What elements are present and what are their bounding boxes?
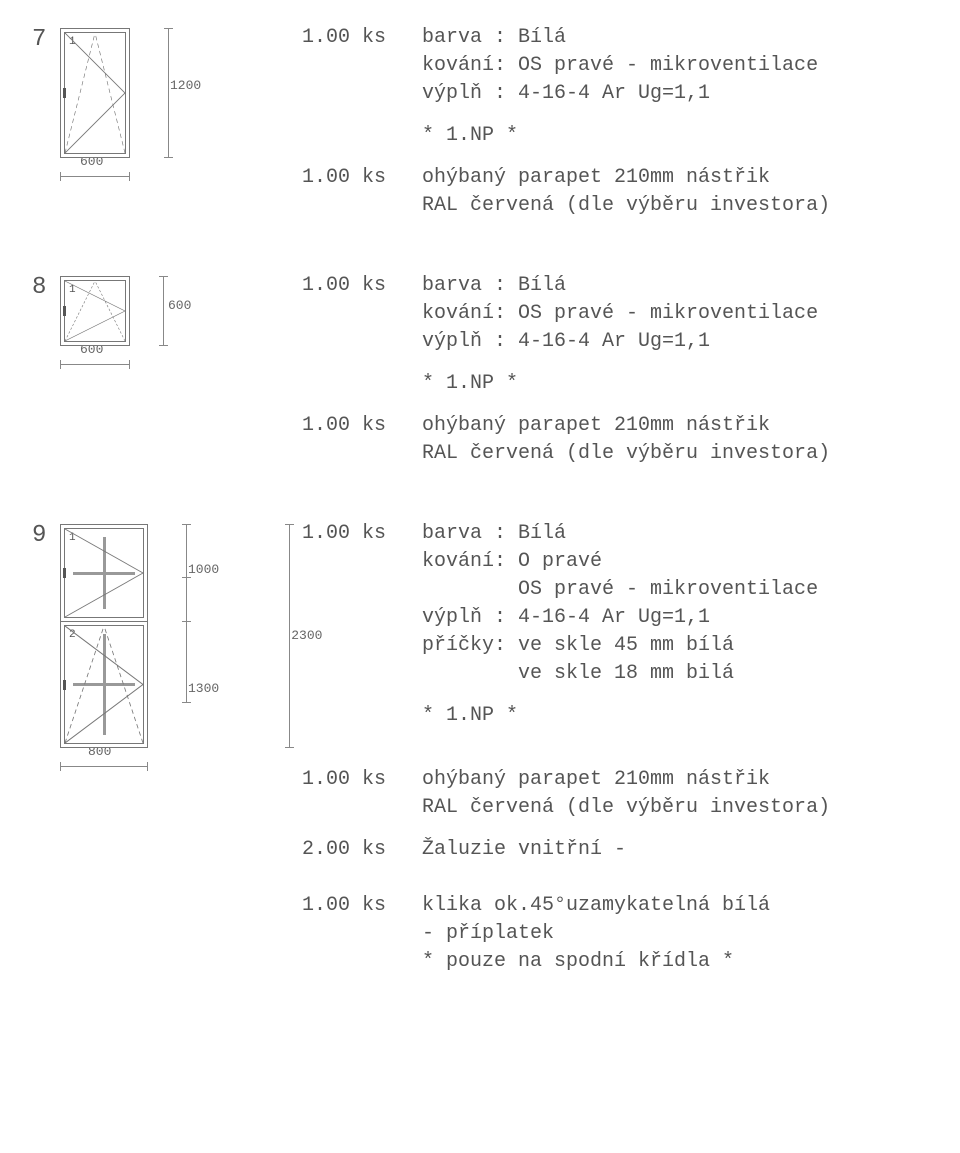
spec-lines: barva : Bílá kování: O pravé OS pravé - …: [422, 520, 928, 688]
spec-line: ve skle 18 mm bilá: [422, 660, 928, 688]
spec-lines: ohýbaný parapet 210mm nástřik RAL červen…: [422, 766, 928, 822]
item-8: 8 1 600 600: [32, 272, 928, 472]
qty: 1.00 ks: [302, 766, 422, 794]
width-dimension: 600: [60, 364, 290, 365]
spec-line: kování: O pravé: [422, 548, 928, 576]
floor-row: * 1.NP *: [302, 122, 928, 150]
width-dimension: 600: [60, 176, 290, 177]
qty: 1.00 ks: [302, 272, 422, 300]
spec-lines: barva : Bílá kování: OS pravé - mikroven…: [422, 272, 928, 356]
window-frame: 1: [60, 28, 130, 158]
spec-line: - příplatek: [422, 920, 928, 948]
spec-lines: Žaluzie vnitřní -: [422, 836, 928, 864]
window-drawing: 1 1200: [60, 28, 290, 158]
spec-row: 1.00 ks barva : Bílá kování: OS pravé - …: [302, 24, 928, 108]
spec-row: 1.00 ks barva : Bílá kování: OS pravé - …: [302, 272, 928, 356]
floor-row: * 1.NP *: [302, 370, 928, 398]
spec-line: ohýbaný parapet 210mm nástřik: [422, 164, 928, 192]
spec-line: kování: OS pravé - mikroventilace: [422, 52, 928, 80]
item-number: 7: [32, 24, 60, 53]
item-number: 9: [32, 520, 60, 549]
floor-label: * 1.NP *: [422, 122, 928, 150]
floor-row: * 1.NP *: [302, 702, 928, 730]
window-sash: 1: [64, 528, 144, 618]
text-col: 1.00 ks barva : Bílá kování: OS pravé - …: [290, 24, 928, 224]
spec-line: příčky: ve skle 45 mm bílá: [422, 632, 928, 660]
window-drawing: 1 600: [60, 276, 290, 346]
spec-line: klika ok.45°uzamykatelná bílá: [422, 892, 928, 920]
item-7: 7 1 1200 60: [32, 24, 928, 224]
spec-lines: klika ok.45°uzamykatelná bílá - příplate…: [422, 892, 928, 976]
spec-row: 2.00 ks Žaluzie vnitřní -: [302, 836, 928, 864]
spec-row: 1.00 ks ohýbaný parapet 210mm nástřik RA…: [302, 164, 928, 220]
text-col: 1.00 ks barva : Bílá kování: O pravé OS …: [290, 520, 928, 980]
qty: 1.00 ks: [302, 164, 422, 192]
qty: 1.00 ks: [302, 520, 422, 548]
item-9: 9 1 2: [32, 520, 928, 980]
width-dimension: 800: [60, 766, 290, 767]
text-col: 1.00 ks barva : Bílá kování: OS pravé - …: [290, 272, 928, 472]
drawing-col: 1 1200 600: [60, 24, 290, 177]
spec-line: OS pravé - mikroventilace: [422, 576, 928, 604]
qty: 1.00 ks: [302, 892, 422, 920]
drawing-col: 1 600 600: [60, 272, 290, 365]
height-label: 1300: [188, 681, 219, 696]
item-number: 8: [32, 272, 60, 301]
opening-lines-icon: [65, 281, 125, 341]
window-frame-top: 1: [60, 524, 148, 622]
spec-line: výplň : 4-16-4 Ar Ug=1,1: [422, 604, 928, 632]
spec-row: 1.00 ks ohýbaný parapet 210mm nástřik RA…: [302, 412, 928, 468]
floor-label: * 1.NP *: [422, 370, 928, 398]
height-label: 1000: [188, 562, 219, 577]
spec-line: ohýbaný parapet 210mm nástřik: [422, 766, 928, 794]
drawing-col: 1 2: [60, 520, 290, 767]
spec-line: ohýbaný parapet 210mm nástřik: [422, 412, 928, 440]
spec-row: 1.00 ks ohýbaný parapet 210mm nástřik RA…: [302, 766, 928, 822]
opening-lines-icon: [65, 626, 143, 743]
spec-line: barva : Bílá: [422, 520, 928, 548]
opening-lines-icon: [65, 33, 125, 153]
height-label: 1200: [170, 78, 201, 93]
height-dimension: 1300: [154, 577, 219, 696]
spec-row: 1.00 ks barva : Bílá kování: O pravé OS …: [302, 520, 928, 688]
spec-lines: ohýbaný parapet 210mm nástřik RAL červen…: [422, 164, 928, 220]
height-dimension: 1200: [136, 28, 201, 93]
qty: 1.00 ks: [302, 412, 422, 440]
window-drawing: 1 2: [60, 524, 290, 748]
window-frame-bottom: 2: [60, 622, 148, 748]
window-sash: 2: [64, 625, 144, 744]
spec-line: výplň : 4-16-4 Ar Ug=1,1: [422, 328, 928, 356]
window-sash: 1: [64, 32, 126, 154]
opening-lines-icon: [65, 529, 143, 617]
split-heights: 1000 1300: [154, 524, 219, 696]
spec-row: 1.00 ks klika ok.45°uzamykatelná bílá - …: [302, 892, 928, 976]
spec-lines: ohýbaný parapet 210mm nástřik RAL červen…: [422, 412, 928, 468]
spec-line: RAL červená (dle výběru investora): [422, 192, 928, 220]
spec-line: * pouze na spodní křídla *: [422, 948, 928, 976]
spec-line: Žaluzie vnitřní -: [422, 836, 928, 864]
height-label: 600: [168, 298, 191, 313]
spec-line: kování: OS pravé - mikroventilace: [422, 300, 928, 328]
floor-label: * 1.NP *: [422, 702, 928, 730]
qty: 2.00 ks: [302, 836, 422, 864]
window-stack: 1 2: [60, 524, 148, 748]
height-dimension: 1000: [154, 524, 219, 577]
spec-line: RAL červená (dle výběru investora): [422, 440, 928, 468]
height-dimension: 600: [136, 276, 191, 313]
window-frame: 1: [60, 276, 130, 346]
qty: 1.00 ks: [302, 24, 422, 52]
window-sash: 1: [64, 280, 126, 342]
spec-line: výplň : 4-16-4 Ar Ug=1,1: [422, 80, 928, 108]
spec-line: barva : Bílá: [422, 24, 928, 52]
spec-line: barva : Bílá: [422, 272, 928, 300]
spec-line: RAL červená (dle výběru investora): [422, 794, 928, 822]
spec-lines: barva : Bílá kování: OS pravé - mikroven…: [422, 24, 928, 108]
